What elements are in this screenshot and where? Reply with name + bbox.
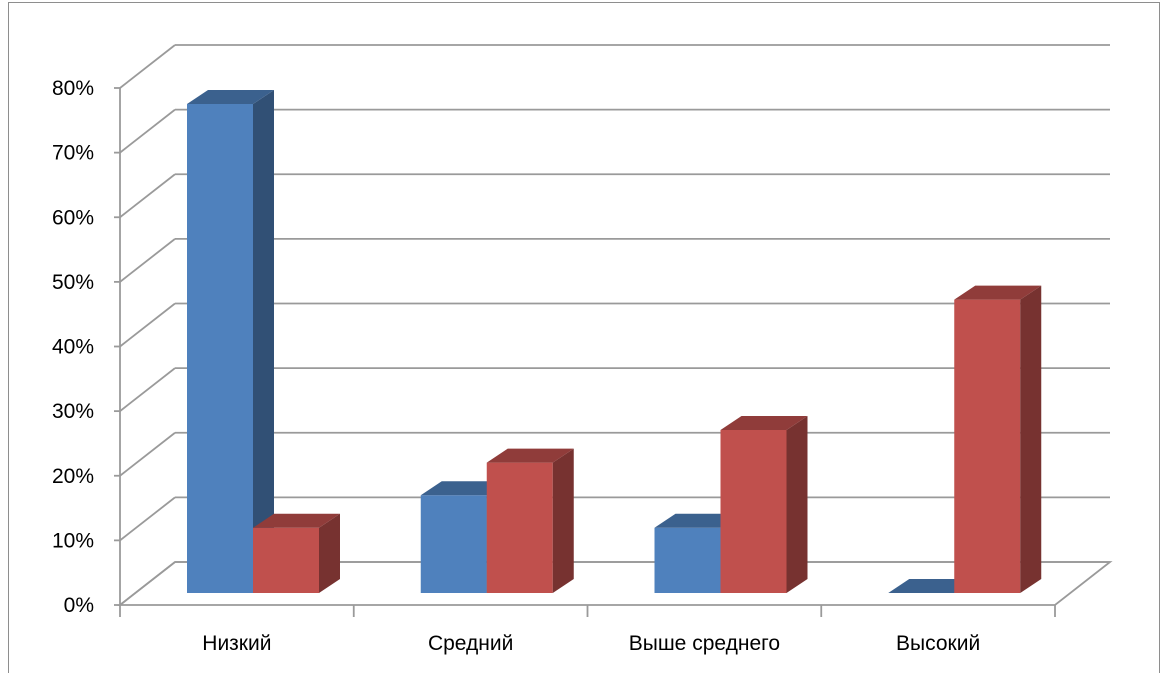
bars	[187, 90, 1042, 593]
y-tick-label: 60%	[52, 206, 94, 229]
y-tick-label: 70%	[52, 142, 94, 165]
gridline-side	[119, 302, 176, 348]
y-axis-ticks: 0% 10% 20% 30% 40% 50% 60% 70% 80%	[52, 77, 120, 617]
y-tick-label: 10%	[52, 529, 94, 552]
bar-2-2	[486, 448, 574, 593]
y-tick-label: 40%	[52, 336, 94, 359]
gridline-side	[119, 173, 176, 218]
bar-2-1	[253, 513, 340, 593]
gridlines	[119, 44, 1110, 606]
bar-1-1	[187, 90, 274, 593]
x-category-label: Выше среднего	[629, 632, 780, 655]
bar-2-3	[720, 416, 808, 593]
y-tick-label: 30%	[52, 400, 94, 423]
x-category-label: Низкий	[202, 632, 271, 655]
y-tick-label: 50%	[52, 271, 94, 294]
gridline-side	[119, 367, 176, 412]
bar-2-4	[954, 285, 1042, 593]
x-axis-labels: Низкий Средний Выше среднего Высокий	[202, 632, 980, 655]
gridline-side	[119, 432, 176, 477]
gridline-side	[119, 44, 176, 89]
y-tick-label: 0%	[64, 594, 94, 617]
y-tick-label: 20%	[52, 465, 94, 488]
gridline-side	[119, 561, 176, 606]
y-tick-label: 80%	[52, 77, 94, 100]
bar-1-4	[888, 579, 976, 593]
gridline-side	[119, 108, 176, 154]
x-axis	[119, 605, 1056, 617]
gridline-side	[119, 238, 176, 283]
x-category-label: Средний	[428, 632, 513, 655]
gridline-side	[119, 496, 176, 542]
x-category-label: Высокий	[896, 632, 980, 655]
